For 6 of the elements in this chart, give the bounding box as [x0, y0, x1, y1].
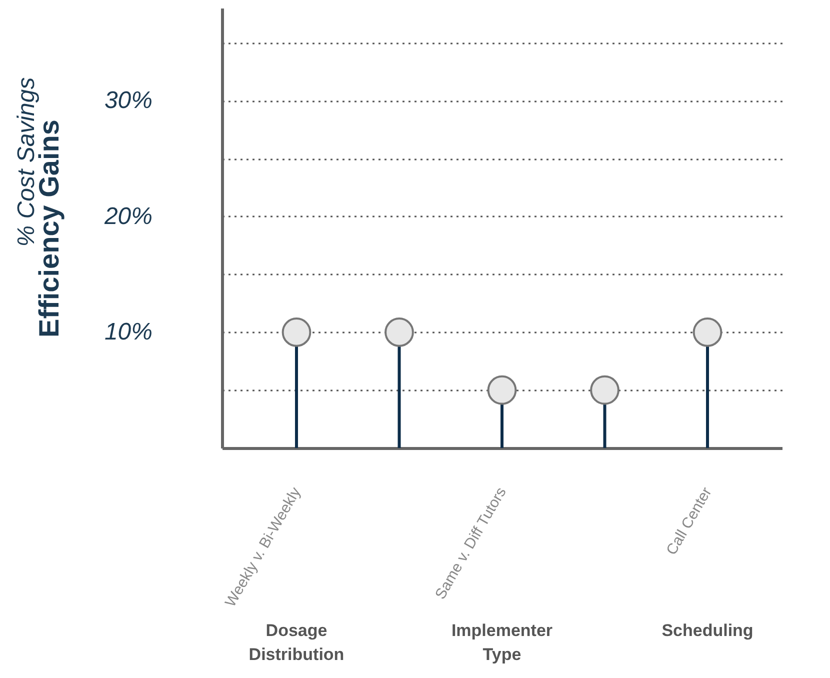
text: Implementer Type — [451, 621, 553, 664]
text: Scheduling — [662, 621, 754, 640]
y-tick-label: 20% — [103, 202, 152, 230]
y-tick-label: 10% — [104, 318, 152, 346]
text: Dosage Distribution — [248, 621, 344, 664]
y-tick-label: 30% — [104, 87, 152, 114]
